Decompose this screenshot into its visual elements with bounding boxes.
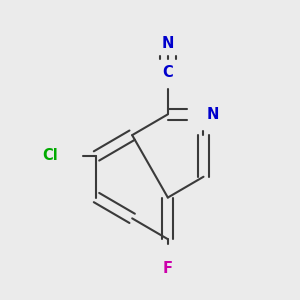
Text: N: N [207, 107, 219, 122]
Text: F: F [163, 262, 173, 277]
Text: Cl: Cl [42, 148, 58, 164]
Text: C: C [163, 65, 173, 80]
Text: N: N [162, 35, 174, 50]
Circle shape [45, 143, 70, 168]
Circle shape [159, 64, 177, 82]
Circle shape [198, 105, 216, 123]
Circle shape [159, 253, 177, 270]
Circle shape [159, 34, 177, 52]
